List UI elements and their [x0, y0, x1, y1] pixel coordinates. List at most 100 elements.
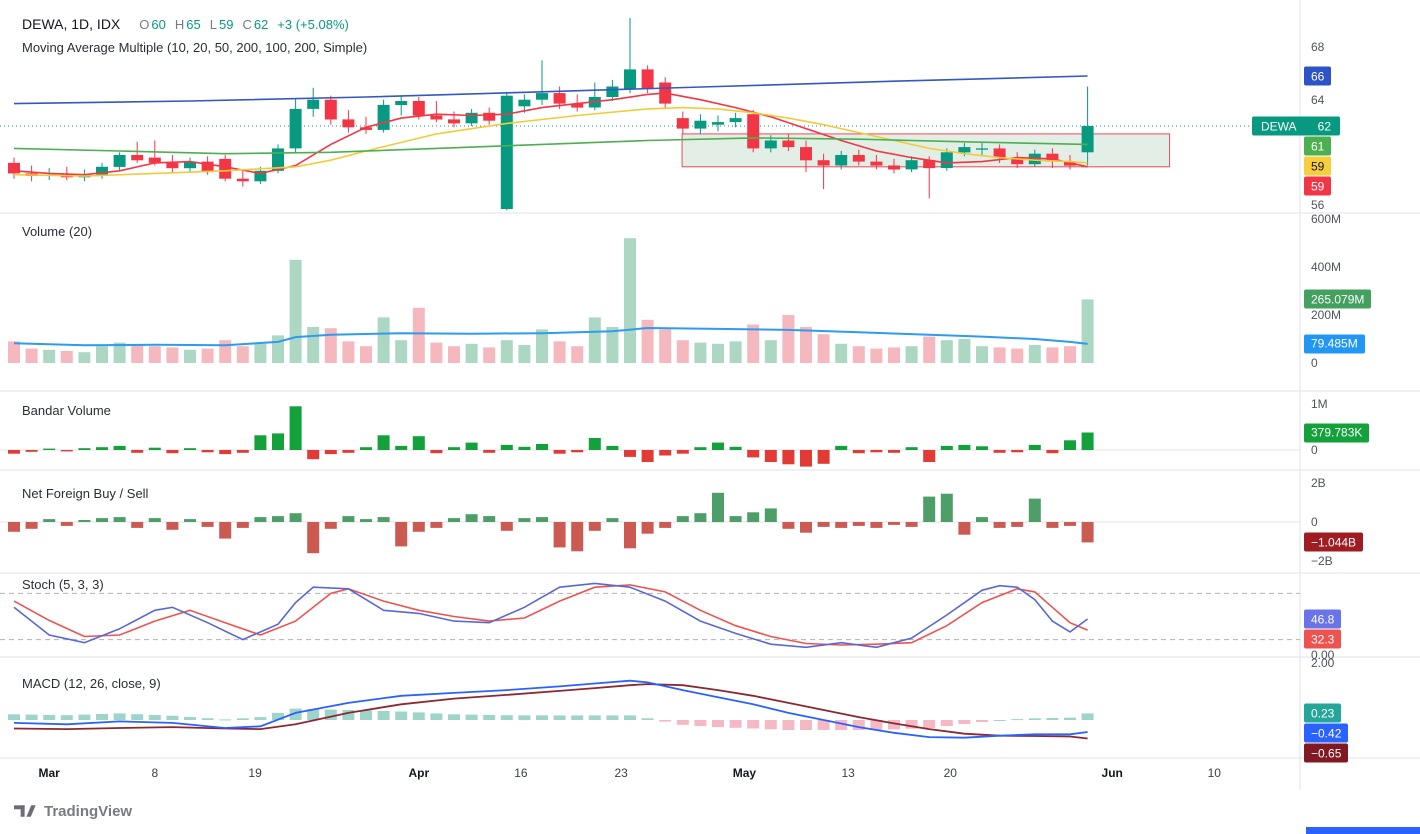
candle-body[interactable]: [641, 69, 654, 90]
bandar-volume-bar[interactable]: [201, 450, 214, 453]
candle-body[interactable]: [395, 101, 408, 105]
macd-histogram-bar[interactable]: [219, 719, 232, 721]
candle-body[interactable]: [747, 114, 760, 149]
volume-bar[interactable]: [940, 340, 953, 363]
net-foreign-bar[interactable]: [8, 522, 20, 532]
net-foreign-bar[interactable]: [360, 519, 372, 522]
net-foreign-bar[interactable]: [1064, 522, 1076, 526]
bandar-volume-bar[interactable]: [342, 450, 355, 453]
bandar-volume-bar[interactable]: [500, 444, 513, 450]
volume-bar[interactable]: [500, 340, 513, 363]
net-foreign-bar[interactable]: [236, 522, 249, 528]
bandar-volume-bar[interactable]: [518, 446, 531, 450]
net-foreign-bar[interactable]: [852, 522, 865, 526]
macd-histogram-bar[interactable]: [96, 714, 108, 720]
volume-bar[interactable]: [518, 345, 531, 363]
candle-body[interactable]: [993, 148, 1006, 158]
candle-body[interactable]: [835, 155, 848, 166]
candle-body[interactable]: [852, 155, 865, 162]
volume-bar[interactable]: [1081, 299, 1094, 363]
candle-body[interactable]: [324, 99, 337, 120]
net-foreign-bar[interactable]: [272, 516, 284, 522]
volume-pane-title[interactable]: Volume (20): [22, 224, 93, 239]
candle-body[interactable]: [8, 162, 20, 174]
bandar-volume-bar[interactable]: [606, 445, 619, 450]
bandar-volume-bar[interactable]: [764, 450, 777, 462]
bandar-volume-bar[interactable]: [377, 435, 390, 450]
bandar-volume-bar[interactable]: [360, 447, 372, 450]
net-foreign-bar[interactable]: [60, 522, 73, 526]
bandar-volume-bar[interactable]: [958, 444, 971, 450]
volume-bar[interactable]: [641, 319, 654, 363]
macd-histogram-bar[interactable]: [360, 710, 372, 721]
volume-bar[interactable]: [870, 348, 883, 363]
candle-body[interactable]: [676, 118, 689, 129]
candle-body[interactable]: [219, 158, 232, 179]
candle-body[interactable]: [307, 99, 320, 109]
candle-body[interactable]: [923, 160, 936, 169]
macd-histogram-bar[interactable]: [430, 713, 443, 720]
volume-bar[interactable]: [236, 346, 249, 363]
volume-bar[interactable]: [1028, 345, 1041, 363]
symbol-title[interactable]: DEWA, 1D, IDX: [22, 16, 121, 32]
candle-body[interactable]: [624, 69, 636, 90]
net-foreign-bar[interactable]: [712, 492, 724, 523]
volume-bar[interactable]: [729, 341, 742, 363]
bandar-volume-bar[interactable]: [236, 450, 249, 453]
candle-body[interactable]: [553, 93, 566, 104]
net-foreign-bar[interactable]: [148, 518, 161, 522]
volume-bar[interactable]: [43, 349, 56, 363]
candle-body[interactable]: [976, 148, 988, 150]
candle-body[interactable]: [465, 112, 478, 124]
ma-100-line[interactable]: [13, 137, 1088, 155]
macd-histogram-bar[interactable]: [923, 720, 936, 728]
stoch-d-line[interactable]: [13, 584, 1088, 646]
volume-bar[interactable]: [324, 328, 337, 363]
net-foreign-bar[interactable]: [184, 519, 196, 522]
bandar-volume-bar[interactable]: [96, 447, 108, 450]
bandar-volume-bar[interactable]: [43, 448, 56, 450]
bandar-volume-bar[interactable]: [1081, 432, 1094, 451]
macd-histogram-bar[interactable]: [588, 715, 601, 720]
volume-bar[interactable]: [78, 352, 91, 363]
volume-bar[interactable]: [184, 349, 196, 363]
macd-histogram-bar[interactable]: [324, 709, 337, 721]
volume-bar[interactable]: [148, 346, 161, 363]
volume-bar[interactable]: [166, 347, 179, 363]
macd-histogram-bar[interactable]: [940, 720, 953, 726]
bandar-volume-bar[interactable]: [835, 445, 848, 450]
bandar-volume-bar[interactable]: [624, 450, 636, 457]
bandar-volume-bar[interactable]: [60, 450, 73, 452]
macd-histogram-bar[interactable]: [1046, 718, 1059, 720]
candle-body[interactable]: [888, 165, 900, 170]
volume-bar[interactable]: [201, 348, 214, 363]
net-foreign-bar[interactable]: [888, 522, 900, 525]
bandar-volume-bar[interactable]: [870, 450, 883, 453]
net-foreign-bar[interactable]: [940, 493, 953, 522]
candle-body[interactable]: [184, 161, 196, 169]
candle-body[interactable]: [412, 101, 425, 116]
volume-bar[interactable]: [624, 238, 636, 363]
volume-bar[interactable]: [360, 346, 372, 363]
volume-bar[interactable]: [465, 343, 478, 363]
macd-histogram-bar[interactable]: [518, 715, 531, 721]
ma-10-line[interactable]: [13, 92, 1088, 176]
bandar-volume-bar[interactable]: [412, 436, 425, 450]
candle-body[interactable]: [958, 147, 971, 153]
volume-bar[interactable]: [676, 340, 689, 363]
ma-200-line[interactable]: [13, 75, 1088, 105]
net-foreign-bar[interactable]: [1011, 522, 1024, 527]
macd-histogram-bar[interactable]: [571, 715, 584, 720]
candle-body[interactable]: [694, 120, 707, 129]
bandar-volume-bar[interactable]: [78, 448, 91, 450]
volume-bar[interactable]: [606, 327, 619, 363]
volume-bar[interactable]: [852, 346, 865, 363]
volume-bar[interactable]: [25, 348, 38, 363]
volume-bar[interactable]: [483, 347, 496, 363]
candle-body[interactable]: [729, 118, 742, 123]
macd-histogram-bar[interactable]: [976, 720, 988, 722]
macd-histogram-bar[interactable]: [694, 720, 707, 726]
volume-bar[interactable]: [712, 343, 724, 363]
bandar-volume-bar[interactable]: [430, 450, 443, 454]
